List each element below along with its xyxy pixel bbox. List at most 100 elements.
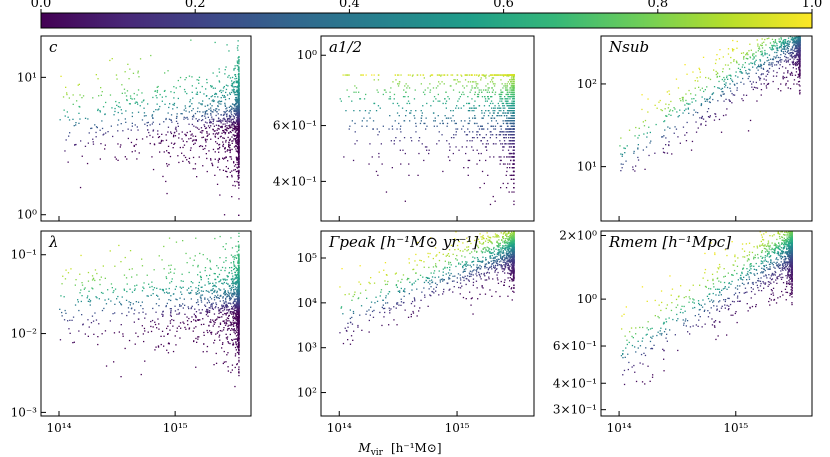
data-point xyxy=(456,128,459,130)
data-point xyxy=(79,118,81,120)
data-point xyxy=(507,100,509,102)
data-point xyxy=(464,131,466,133)
data-point xyxy=(176,313,178,315)
data-point xyxy=(237,134,239,136)
data-point xyxy=(223,95,225,97)
data-point xyxy=(644,168,646,170)
data-point xyxy=(782,40,784,42)
data-point xyxy=(768,62,770,64)
data-point xyxy=(508,134,510,136)
data-point xyxy=(218,68,220,70)
data-point xyxy=(764,49,766,52)
data-point xyxy=(236,132,238,134)
data-point xyxy=(467,96,469,98)
data-point xyxy=(500,125,503,127)
data-point xyxy=(726,86,729,89)
data-point xyxy=(205,113,207,115)
data-point xyxy=(345,74,348,76)
data-point xyxy=(382,93,384,96)
data-point xyxy=(500,159,502,162)
data-point xyxy=(796,58,798,61)
data-point xyxy=(763,63,765,65)
data-point xyxy=(388,128,390,130)
data-point xyxy=(454,122,456,125)
data-point xyxy=(468,117,470,119)
data-point xyxy=(772,45,774,47)
data-point xyxy=(485,159,487,162)
data-point xyxy=(799,71,801,73)
data-point xyxy=(699,76,701,78)
data-point xyxy=(399,149,401,151)
data-point xyxy=(796,45,798,47)
data-point xyxy=(384,89,386,91)
data-point xyxy=(726,75,728,77)
data-point xyxy=(787,87,789,89)
data-point xyxy=(433,112,435,114)
data-point xyxy=(507,93,510,96)
data-point xyxy=(238,97,240,99)
data-point xyxy=(664,108,666,110)
data-point xyxy=(206,135,208,137)
data-point xyxy=(794,57,796,59)
data-point xyxy=(646,132,648,134)
data-point xyxy=(206,138,208,141)
data-point xyxy=(377,91,379,93)
data-point xyxy=(171,319,173,321)
data-point xyxy=(464,120,466,122)
data-point xyxy=(474,93,476,96)
data-point xyxy=(471,85,473,87)
data-point xyxy=(694,87,696,89)
data-point xyxy=(228,149,230,151)
data-point xyxy=(94,124,96,126)
data-point xyxy=(723,83,726,85)
data-point xyxy=(792,37,794,39)
data-point xyxy=(731,92,733,95)
data-point xyxy=(224,123,226,125)
data-point xyxy=(499,115,501,117)
data-point xyxy=(131,112,134,114)
data-point xyxy=(200,103,202,105)
data-point xyxy=(395,79,397,81)
data-point xyxy=(230,108,233,110)
data-point xyxy=(215,93,218,95)
data-point xyxy=(455,134,457,136)
data-point xyxy=(449,159,451,162)
data-point xyxy=(400,74,402,76)
data-point xyxy=(799,93,801,95)
data-point xyxy=(238,90,240,92)
data-point xyxy=(119,106,121,108)
data-point xyxy=(489,137,491,139)
data-point xyxy=(218,109,220,111)
data-point xyxy=(124,156,126,158)
data-point xyxy=(225,139,227,142)
data-point xyxy=(484,100,487,102)
data-point xyxy=(464,79,467,81)
data-point xyxy=(702,118,705,120)
data-point xyxy=(363,98,366,100)
data-point xyxy=(755,55,757,57)
data-point xyxy=(373,74,375,76)
data-point xyxy=(707,116,710,118)
data-point xyxy=(473,110,475,112)
data-point xyxy=(768,64,770,66)
data-point xyxy=(417,74,419,76)
data-point xyxy=(213,125,215,127)
data-point xyxy=(752,88,754,91)
data-point xyxy=(505,120,507,122)
data-point xyxy=(127,137,129,140)
data-point xyxy=(232,120,235,122)
data-point xyxy=(504,85,507,87)
data-point xyxy=(210,138,212,140)
data-point xyxy=(203,124,205,126)
data-point xyxy=(156,97,158,99)
data-point xyxy=(791,72,793,75)
data-point xyxy=(206,350,208,353)
data-point xyxy=(468,107,471,109)
data-point xyxy=(726,108,728,110)
data-point xyxy=(236,60,238,62)
data-point xyxy=(475,81,477,83)
data-point xyxy=(224,102,226,104)
data-point xyxy=(188,138,190,140)
data-point xyxy=(389,91,391,93)
colorbar-tick-label: 0.8 xyxy=(647,0,668,11)
